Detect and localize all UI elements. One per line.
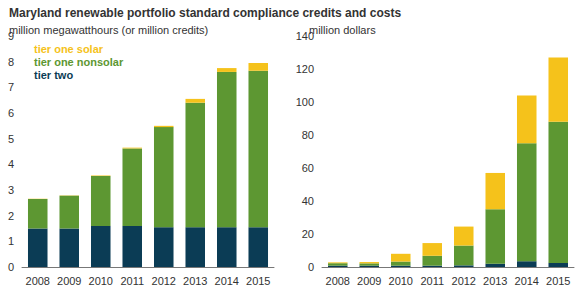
svg-text:tier one solar: tier one solar <box>34 43 104 55</box>
svg-text:2: 2 <box>8 210 14 222</box>
svg-text:2008: 2008 <box>26 275 50 287</box>
svg-text:100: 100 <box>296 96 314 108</box>
svg-text:2015: 2015 <box>246 275 270 287</box>
svg-text:2010: 2010 <box>89 275 113 287</box>
svg-text:60: 60 <box>302 162 314 174</box>
svg-text:0: 0 <box>308 261 314 273</box>
svg-text:2012: 2012 <box>152 275 176 287</box>
svg-text:6: 6 <box>8 107 14 119</box>
svg-text:0: 0 <box>8 261 14 273</box>
svg-text:Maryland renewable portfolio s: Maryland renewable portfolio standard co… <box>9 6 401 20</box>
svg-text:tier one nonsolar: tier one nonsolar <box>34 56 124 68</box>
svg-text:2013: 2013 <box>183 275 207 287</box>
svg-text:40: 40 <box>302 195 314 207</box>
svg-text:7: 7 <box>8 81 14 93</box>
svg-text:2011: 2011 <box>420 275 444 287</box>
svg-text:2008: 2008 <box>326 275 350 287</box>
svg-text:2009: 2009 <box>57 275 81 287</box>
svg-text:2011: 2011 <box>120 275 144 287</box>
svg-text:million dollars: million dollars <box>309 24 376 36</box>
svg-text:million megawatthours (or mill: million megawatthours (or million credit… <box>9 24 208 36</box>
svg-text:2010: 2010 <box>389 275 413 287</box>
svg-text:4: 4 <box>8 158 14 170</box>
svg-text:2012: 2012 <box>452 275 476 287</box>
svg-text:2015: 2015 <box>546 275 570 287</box>
svg-text:2009: 2009 <box>357 275 381 287</box>
svg-text:2014: 2014 <box>215 275 239 287</box>
svg-text:1: 1 <box>8 235 14 247</box>
svg-text:2014: 2014 <box>515 275 539 287</box>
svg-text:2013: 2013 <box>483 275 507 287</box>
svg-text:3: 3 <box>8 184 14 196</box>
svg-text:5: 5 <box>8 133 14 145</box>
svg-text:8: 8 <box>8 56 14 68</box>
svg-text:tier two: tier two <box>34 69 73 81</box>
svg-text:9: 9 <box>7 30 14 42</box>
svg-text:20: 20 <box>302 228 314 240</box>
svg-text:80: 80 <box>302 129 314 141</box>
svg-text:140: 140 <box>295 30 314 42</box>
svg-text:120: 120 <box>296 63 314 75</box>
